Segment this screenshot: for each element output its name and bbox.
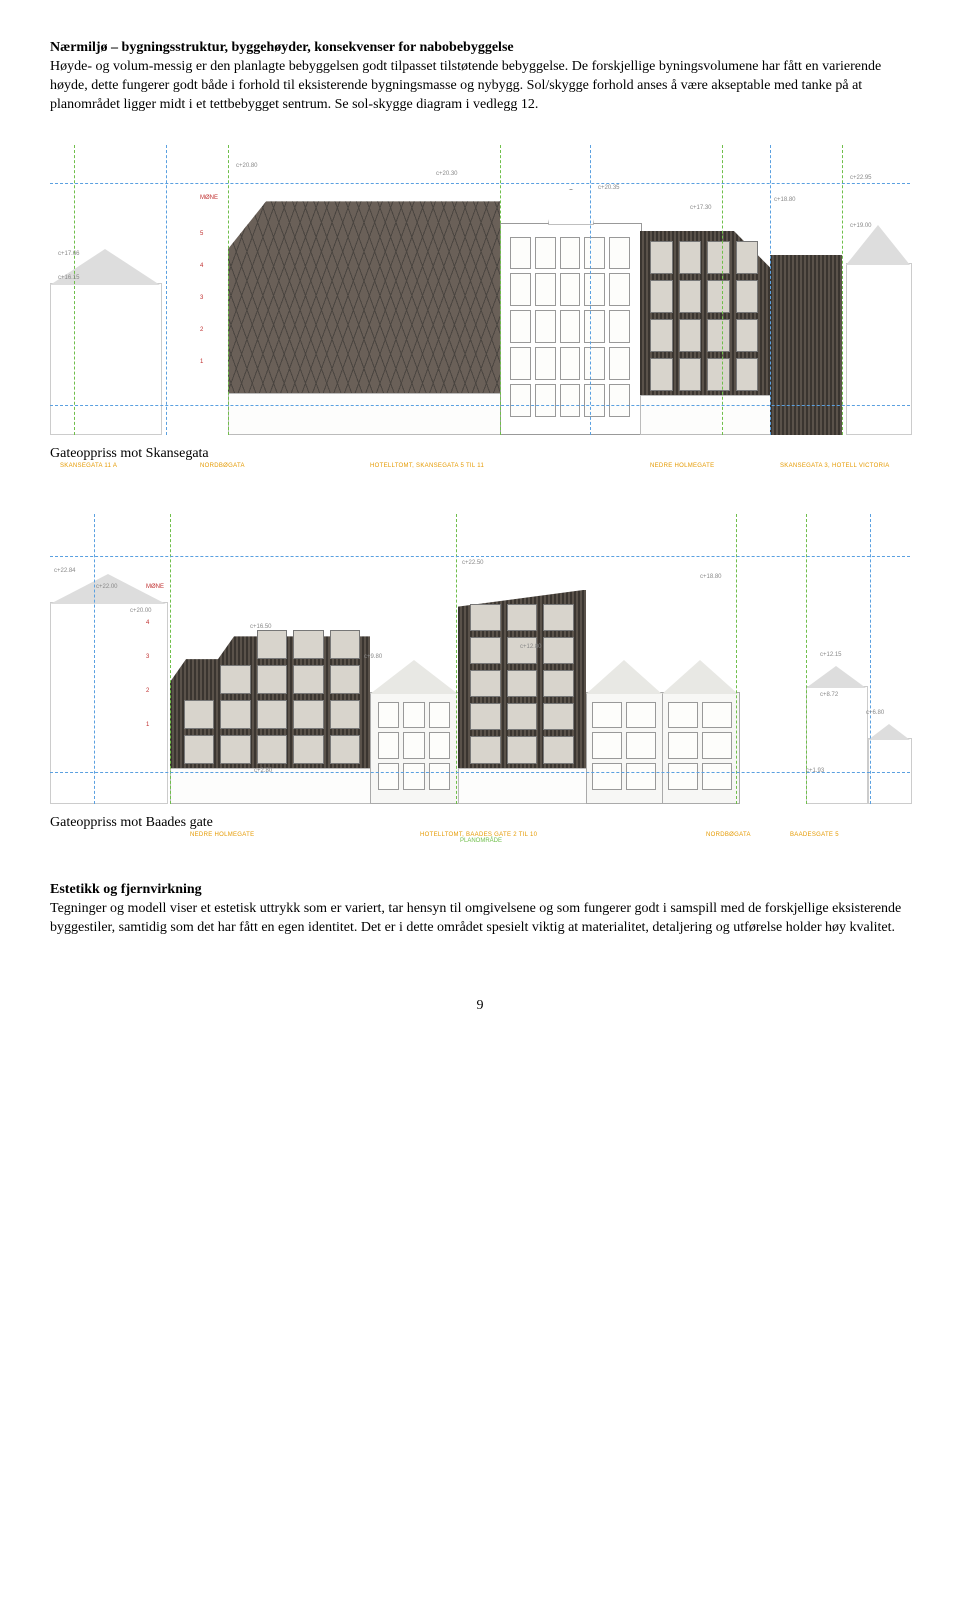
floor-level-label: MØNE	[146, 584, 164, 590]
new-mid-2-groundfloor	[458, 768, 588, 804]
new-mid-2-windows	[470, 604, 574, 764]
elevation-tick: c+20.30	[436, 171, 458, 177]
caption-skansegata: Gateoppriss mot Skansegata	[50, 445, 910, 464]
floor-level-label: 4	[200, 263, 203, 269]
street-label: HOTELLTOMT, SKANSEGATA 5 TIL 11	[370, 463, 484, 469]
neighbor-building-left-2	[50, 602, 168, 804]
elevation-tick: c+16.50	[250, 624, 272, 630]
new-left-2-windows	[184, 630, 360, 764]
elevation-tick: c+22.50	[462, 560, 484, 566]
guide-vertical	[806, 514, 807, 804]
floor-level-label: 3	[146, 654, 149, 660]
guide-vertical	[74, 145, 75, 435]
guide-vertical	[722, 145, 723, 435]
guide-vertical	[94, 514, 95, 804]
paragraph-naermiljo: Høyde- og volum-messig er den planlagte …	[50, 58, 910, 115]
elevation-tick: c+20.00	[130, 608, 152, 614]
timber2-windows	[592, 702, 656, 790]
figure-baadesgate: NEDRE HOLMEGATEHOTELLTOMT, BAADES GATE 2…	[50, 514, 910, 804]
guide-vertical	[770, 145, 771, 435]
far-right-building	[846, 263, 912, 435]
elevation-tick: c+8.72	[820, 692, 838, 698]
neighbor-building-r1	[806, 686, 868, 804]
elevation-tick: c+9.80	[364, 654, 382, 660]
elevation-tick: c+22.84	[54, 568, 76, 574]
street-label: NEDRE HOLMEGATE	[650, 463, 714, 469]
heading-estetikk: Estetikk og fjernvirkning	[50, 882, 910, 898]
guide-horizontal	[50, 556, 910, 557]
timber-roof-2	[586, 660, 662, 694]
neighbor-building-right	[770, 255, 842, 435]
floor-level-label: 2	[200, 327, 203, 333]
guide-horizontal	[50, 183, 910, 184]
existing-mid-gable	[548, 189, 594, 225]
floor-level-label: 4	[146, 620, 149, 626]
floor-level-label: 2	[146, 688, 149, 694]
far-right-roof	[846, 225, 910, 265]
neighbor-building-left	[50, 283, 162, 435]
elevation-tick: c+12.80	[520, 644, 542, 650]
guide-vertical	[590, 145, 591, 435]
guide-vertical	[170, 514, 171, 804]
guide-horizontal	[50, 772, 910, 773]
elevation-tick: c+17.30	[690, 205, 712, 211]
elevation-tick: c+20.80	[236, 163, 258, 169]
elevation-tick: c+6.80	[866, 710, 884, 716]
elevation-tick: c+12.15	[820, 652, 842, 658]
paragraph-estetikk: Tegninger og modell viser et estetisk ut…	[50, 900, 910, 938]
guide-vertical	[842, 145, 843, 435]
floor-level-label: 1	[146, 722, 149, 728]
neighbor-r2-roof	[868, 724, 910, 740]
street-label: BAADESGATE 5	[790, 832, 839, 838]
figure-skansegata: SKANSEGATA 11 ANORDBØGATAHOTELLTOMT, SKA…	[50, 145, 910, 435]
elevation-tick: c+16.15	[58, 275, 80, 281]
existing-mid-windows	[510, 237, 630, 417]
timber1-windows	[378, 702, 450, 790]
new-right-windows	[650, 241, 758, 391]
heading-naermiljo: Nærmiljø – bygningsstruktur, byggehøyder…	[50, 40, 910, 56]
floor-level-label: 1	[200, 359, 203, 365]
new-building-right-groundfloor	[640, 395, 772, 435]
elevation-tick: c+17.66	[58, 251, 80, 257]
caption-baadesgate: Gateoppriss mot Baades gate	[50, 814, 910, 833]
street-label: NORDBØGATA	[706, 832, 751, 838]
elevation-tick: c+19.00	[850, 223, 872, 229]
street-label: SKANSEGATA 11 A	[60, 463, 117, 469]
street-label: NEDRE HOLMEGATE	[190, 832, 254, 838]
guide-vertical	[870, 514, 871, 804]
elevation-tick: c+18.80	[700, 574, 722, 580]
floor-level-label: 5	[200, 231, 203, 237]
street-label: SKANSEGATA 3, HOTELL VICTORIA	[780, 463, 890, 469]
elevation-tick: c+20.35	[598, 185, 620, 191]
elevation-tick: c+18.80	[774, 197, 796, 203]
guide-horizontal	[50, 405, 910, 406]
guide-vertical	[500, 145, 501, 435]
neighbor-building-r2	[868, 738, 912, 804]
guide-vertical	[166, 145, 167, 435]
elevation-tick: c+22.95	[850, 175, 872, 181]
timber-roof-3	[662, 660, 738, 694]
timber3-windows	[668, 702, 732, 790]
guide-vertical	[736, 514, 737, 804]
elevation-tick: c+22.00	[96, 584, 118, 590]
neighbor-r1-roof	[806, 666, 866, 688]
plan-area-label: PLANOMRÅDE	[460, 838, 502, 844]
timber-roof-1	[370, 660, 458, 694]
new-building-left-groundfloor	[228, 393, 502, 435]
floor-level-label: MØNE	[200, 195, 218, 201]
street-label: NORDBØGATA	[200, 463, 245, 469]
elevation-tick: c+2.80	[254, 768, 272, 774]
guide-vertical	[456, 514, 457, 804]
floor-level-label: 3	[200, 295, 203, 301]
page-number: 9	[50, 998, 910, 1014]
guide-vertical	[228, 145, 229, 435]
elevation-tick: c+1.93	[806, 768, 824, 774]
